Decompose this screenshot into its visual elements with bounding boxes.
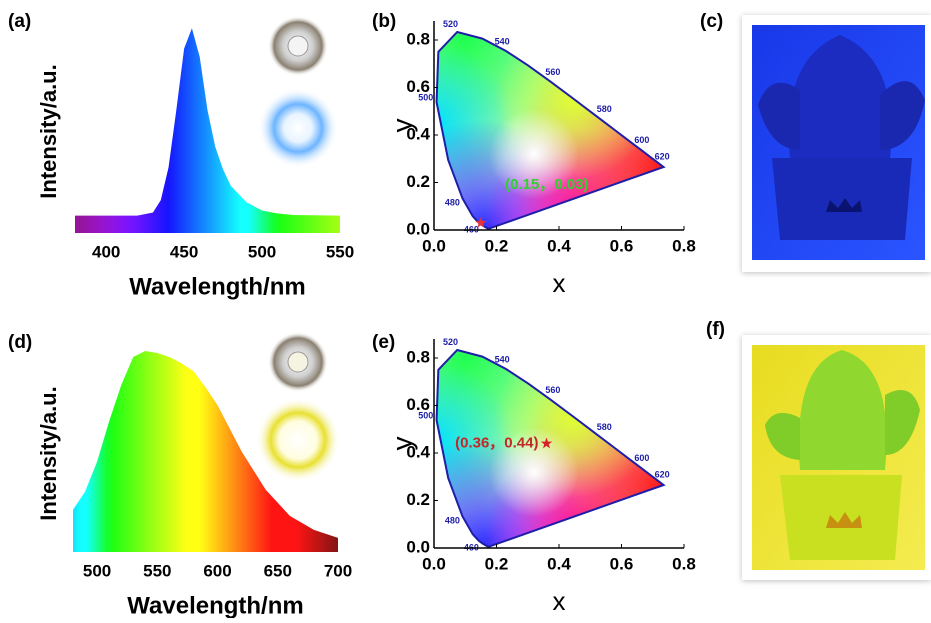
- x-tick-label: 0.6: [610, 236, 634, 255]
- y-axis-title: y: [386, 437, 417, 451]
- point-label: (0.36，0.44): [455, 434, 538, 451]
- x-tick-label: 0.0: [422, 554, 446, 573]
- x-tick-label: 0.2: [485, 236, 509, 255]
- photo: [742, 15, 931, 272]
- x-tick-label: 0.4: [547, 236, 571, 255]
- x-tick-label: 0.4: [547, 554, 571, 573]
- x-axis-title: Wavelength/nm: [129, 273, 305, 300]
- x-tick-label: 0.0: [422, 236, 446, 255]
- point-label: (0.15，0.03): [505, 176, 588, 193]
- locus-label: 520: [443, 19, 458, 29]
- locus-label: 560: [545, 67, 560, 77]
- x-tick-label: 400: [92, 242, 120, 261]
- panel-label: (e): [372, 332, 395, 353]
- locus-label: 600: [634, 453, 649, 463]
- x-tick-label: 500: [248, 242, 276, 261]
- x-tick-label: 450: [170, 242, 198, 261]
- panel-label: (f): [706, 319, 725, 340]
- x-tick-label: 0.6: [610, 554, 634, 573]
- locus-label: 600: [634, 135, 649, 145]
- led-inset: [256, 332, 340, 482]
- locus-label: 480: [445, 198, 460, 208]
- locus-label: 540: [495, 355, 510, 365]
- y-tick-label: 0.0: [406, 219, 430, 238]
- x-tick-label: 550: [143, 561, 171, 580]
- panel-label: (d): [8, 332, 32, 353]
- photo: [742, 335, 931, 580]
- y-tick-label: 0.2: [406, 172, 430, 191]
- y-tick-label: 0.8: [406, 29, 430, 48]
- locus-label: 580: [597, 104, 612, 114]
- x-tick-label: 500: [83, 561, 111, 580]
- locus-label: 620: [655, 470, 670, 480]
- x-tick-label: 600: [203, 561, 231, 580]
- x-axis-title: Wavelength/nm: [127, 592, 303, 618]
- panel-label: (a): [8, 11, 31, 32]
- y-tick-label: 0.6: [406, 77, 430, 96]
- figure: (a) 400 450 500 550 Wavelength/nm Intensity/a.…: [0, 0, 931, 618]
- locus-label: 480: [445, 516, 460, 526]
- x-tick-label: 0.8: [672, 554, 696, 573]
- y-tick-label: 0.8: [406, 347, 430, 366]
- y-axis-title: Intensity/a.u.: [36, 386, 61, 520]
- x-axis-title: x: [553, 268, 566, 298]
- led-inset: [258, 16, 338, 168]
- panel-label: (c): [700, 11, 723, 32]
- y-tick-label: 0.0: [406, 537, 430, 556]
- page: (a) 400 450 500 550 Wavelength/nm Intensity/a.…: [0, 0, 931, 623]
- y-tick-label: 0.6: [406, 395, 430, 414]
- panel-label: (b): [372, 11, 396, 32]
- x-tick-label: 0.2: [485, 554, 509, 573]
- locus-label: 540: [495, 37, 510, 47]
- x-tick-label: 650: [264, 561, 292, 580]
- x-tick-label: 700: [324, 561, 352, 580]
- y-axis-title: y: [386, 119, 417, 133]
- locus-label: 620: [655, 152, 670, 162]
- x-axis-title: x: [553, 586, 566, 616]
- locus-label: 580: [597, 422, 612, 432]
- locus-label: 560: [545, 385, 560, 395]
- x-tick-label: 550: [326, 242, 354, 261]
- x-tick-label: 0.8: [672, 236, 696, 255]
- y-tick-label: 0.2: [406, 490, 430, 509]
- y-axis-title: Intensity/a.u.: [36, 64, 61, 198]
- locus-label: 520: [443, 337, 458, 347]
- gamut-fill: [434, 21, 684, 230]
